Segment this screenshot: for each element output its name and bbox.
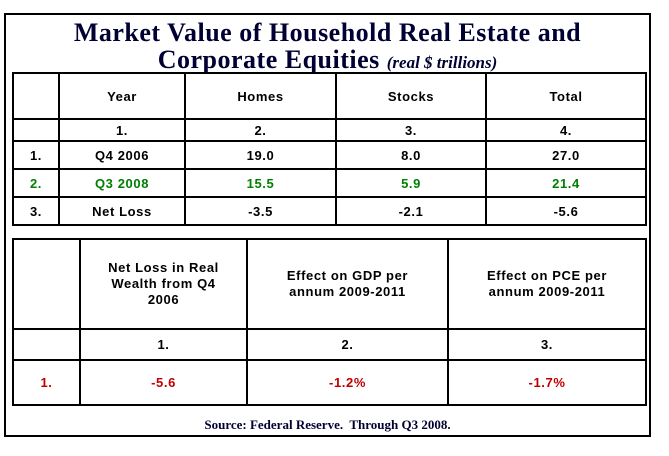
- effects-table: Net Loss in Real Wealth from Q4 2006 Eff…: [12, 238, 647, 406]
- column-header-gdp-effect-text: Effect on GDP per annum 2009-2011: [286, 268, 409, 299]
- table-cell: 21.4: [485, 168, 647, 198]
- table-cell: -1.7%: [447, 359, 647, 406]
- corner-cell: [12, 328, 81, 361]
- row-number-cell: 1.: [12, 359, 81, 406]
- effects-table-header-row: Net Loss in Real Wealth from Q4 2006 Eff…: [12, 238, 647, 330]
- column-header-gdp-effect: Effect on GDP per annum 2009-2011: [246, 238, 449, 330]
- table-cell: 19.0: [184, 140, 337, 170]
- column-header-pce-effect: Effect on PCE per annum 2009-2011: [447, 238, 647, 330]
- column-header-net-loss: Net Loss in Real Wealth from Q4 2006: [79, 238, 248, 330]
- table-cell: -5.6: [485, 196, 647, 226]
- table-cell: 8.0: [335, 140, 487, 170]
- wealth-table-header-row: Year Homes Stocks Total: [12, 72, 647, 120]
- table-cell: Net Loss: [58, 196, 186, 226]
- table-cell: Q3 2008: [58, 168, 186, 198]
- table-row-effects: 1. -5.6 -1.2% -1.7%: [12, 359, 647, 406]
- corner-cell: [12, 238, 81, 330]
- slide-frame: Market Value of Household Real Estate an…: [4, 13, 651, 437]
- row-number-cell: 2.: [12, 168, 60, 198]
- column-number-cell: 1.: [79, 328, 248, 361]
- table-cell: -1.2%: [246, 359, 449, 406]
- wealth-table: Year Homes Stocks Total 1. 2. 3. 4. 1. Q…: [12, 72, 647, 226]
- title-line-2: Corporate Equities (real $ trillions): [6, 46, 649, 76]
- chart-title: Market Value of Household Real Estate an…: [6, 19, 649, 76]
- source-note: Source: Federal Reserve. Through Q3 2008…: [204, 417, 451, 432]
- row-number-cell: 3.: [12, 196, 60, 226]
- title-units: (real $ trillions): [386, 53, 498, 72]
- table-cell: -3.5: [184, 196, 337, 226]
- column-number-cell: 1.: [58, 118, 186, 142]
- row-number-cell: 1.: [12, 140, 60, 170]
- table-cell: Q4 2006: [58, 140, 186, 170]
- column-header-pce-effect-text: Effect on PCE per annum 2009-2011: [487, 268, 607, 299]
- column-number-cell: 3.: [447, 328, 647, 361]
- table-row-q4-2006: 1. Q4 2006 19.0 8.0 27.0: [12, 140, 647, 170]
- column-number-cell: 2.: [246, 328, 449, 361]
- table-cell: 15.5: [184, 168, 337, 198]
- column-number-cell: 4.: [485, 118, 647, 142]
- table-cell: -2.1: [335, 196, 487, 226]
- column-header-net-loss-text: Net Loss in Real Wealth from Q4 2006: [108, 260, 219, 307]
- title-line-1: Market Value of Household Real Estate an…: [73, 18, 582, 47]
- table-cell: 27.0: [485, 140, 647, 170]
- column-header-total: Total: [485, 72, 647, 120]
- table-cell: 5.9: [335, 168, 487, 198]
- column-header-homes: Homes: [184, 72, 337, 120]
- corner-cell: [12, 72, 60, 120]
- corner-cell: [12, 118, 60, 142]
- column-header-stocks: Stocks: [335, 72, 487, 120]
- title-line-2-text: Corporate Equities: [157, 45, 380, 74]
- table-cell: -5.6: [79, 359, 248, 406]
- wealth-table-column-number-row: 1. 2. 3. 4.: [12, 118, 647, 142]
- effects-table-column-number-row: 1. 2. 3.: [12, 328, 647, 361]
- table-row-net-loss: 3. Net Loss -3.5 -2.1 -5.6: [12, 196, 647, 226]
- column-number-cell: 2.: [184, 118, 337, 142]
- column-header-year: Year: [58, 72, 186, 120]
- column-number-cell: 3.: [335, 118, 487, 142]
- table-row-q3-2008: 2. Q3 2008 15.5 5.9 21.4: [12, 168, 647, 198]
